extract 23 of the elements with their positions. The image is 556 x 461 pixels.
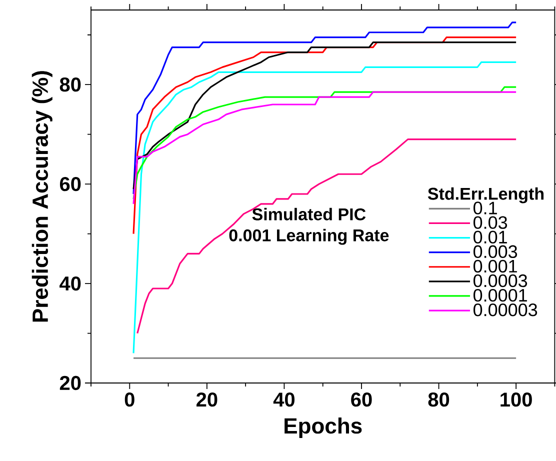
legend-label: 0.003 bbox=[474, 245, 518, 258]
y-axis-title: Prediction Accuracy (%) bbox=[32, 71, 52, 322]
y-tick-label: 40 bbox=[60, 276, 81, 291]
x-tick-label: 80 bbox=[428, 392, 450, 407]
annotation: Simulated PIC bbox=[252, 208, 366, 220]
legend-label: 0.00003 bbox=[474, 303, 538, 316]
legend-label: 0.1 bbox=[474, 202, 497, 214]
x-tick-label: 100 bbox=[500, 392, 532, 407]
legend-label: 0.03 bbox=[474, 216, 508, 229]
legend-title: Std.Err.Length bbox=[428, 187, 544, 204]
y-tick-label: 80 bbox=[60, 78, 81, 92]
y-tick-label: 60 bbox=[60, 176, 81, 192]
x-axis-title: Epochs bbox=[284, 418, 362, 438]
annotation: 0.001 Learning Rate bbox=[229, 228, 389, 245]
legend-label: 0.0001 bbox=[474, 288, 527, 302]
y-tick-label: 20 bbox=[60, 376, 81, 390]
legend-label: 0.01 bbox=[474, 230, 507, 244]
legend-label: 0.001 bbox=[474, 260, 517, 273]
x-tick-label: 20 bbox=[196, 392, 218, 407]
x-tick-label: 0 bbox=[124, 392, 134, 407]
x-tick-label: 40 bbox=[273, 392, 295, 407]
legend-label: 0.0003 bbox=[474, 274, 528, 288]
x-tick-label: 60 bbox=[351, 392, 372, 407]
